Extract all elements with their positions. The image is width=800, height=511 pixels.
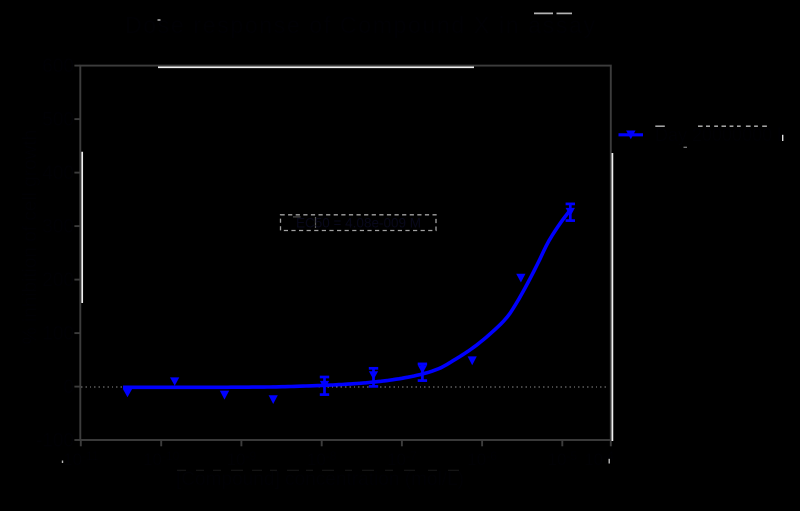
svg-text:[Compound] concentration (mol/: [Compound] concentration (mol/L) xyxy=(176,469,464,490)
svg-text:10-5: 10-5 xyxy=(548,449,578,469)
svg-text:Dose response of Compound X in: Dose response of Compound X in assay xyxy=(125,12,596,38)
svg-text:100: 100 xyxy=(42,324,74,345)
svg-text:400: 400 xyxy=(42,163,74,184)
svg-text:600: 600 xyxy=(42,56,74,77)
svg-text:10-10: 10-10 xyxy=(143,449,180,469)
svg-text:200: 200 xyxy=(42,270,74,291)
svg-text:10-11: 10-11 xyxy=(63,449,99,469)
svg-text:Day 20000000 l: Day 20000000 l xyxy=(655,125,781,145)
svg-text:% inhibition of cell growth: % inhibition of cell growth xyxy=(20,130,41,344)
svg-text:10-4: 10-4 xyxy=(584,449,614,469)
svg-text:EC50 = 4.08e-009 M: EC50 = 4.08e-009 M xyxy=(296,216,421,231)
svg-text:10-7: 10-7 xyxy=(387,449,417,469)
svg-text:10-8: 10-8 xyxy=(307,449,337,469)
svg-text:10-6: 10-6 xyxy=(467,449,497,469)
svg-text:10-9: 10-9 xyxy=(227,449,257,469)
svg-text:-100: -100 xyxy=(36,431,74,452)
svg-text:0: 0 xyxy=(63,377,74,398)
svg-text:500: 500 xyxy=(42,110,74,131)
svg-text:300: 300 xyxy=(42,217,74,238)
